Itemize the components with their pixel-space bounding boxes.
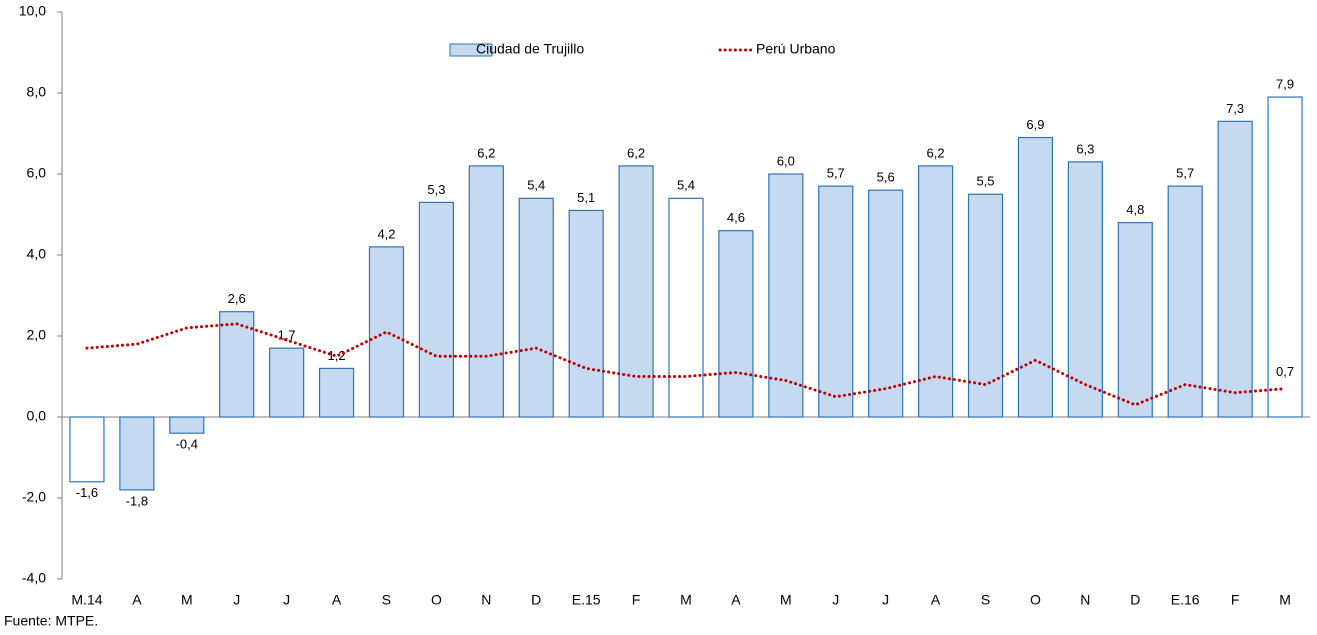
- x-tick-label: M: [1279, 592, 1291, 608]
- data-label: -1,8: [126, 493, 148, 508]
- bar: [368, 246, 405, 418]
- data-label: 5,3: [427, 182, 445, 197]
- bar: [69, 416, 105, 483]
- legend-label: Ciudad de Trujillo: [476, 41, 584, 57]
- data-label: -0,4: [176, 437, 198, 452]
- x-tick-label: A: [731, 592, 741, 608]
- x-tick-label: O: [431, 592, 442, 608]
- x-tick-label: M: [780, 592, 792, 608]
- bar: [668, 197, 704, 418]
- bar: [618, 165, 654, 418]
- bar: [418, 201, 454, 418]
- x-tick-label: A: [332, 592, 342, 608]
- data-label: 6,2: [927, 145, 945, 160]
- x-tick-label: J: [832, 592, 839, 608]
- bar: [219, 311, 255, 418]
- x-tick-label: F: [632, 592, 641, 608]
- data-label: 0,7: [1276, 364, 1294, 379]
- bar: [917, 165, 954, 418]
- bar: [1017, 136, 1054, 418]
- data-label: -1,6: [76, 485, 98, 500]
- x-tick-label: A: [931, 592, 941, 608]
- bar: [1117, 222, 1153, 418]
- bar: [269, 347, 305, 418]
- x-tick-label: N: [481, 592, 491, 608]
- x-tick-label: M: [181, 592, 193, 608]
- x-tick-label: J: [283, 592, 290, 608]
- data-label: 7,3: [1226, 101, 1244, 116]
- x-tick-label: F: [1231, 592, 1240, 608]
- data-label: 6,2: [627, 145, 645, 160]
- x-tick-label: N: [1080, 592, 1090, 608]
- y-tick-label: 2,0: [27, 327, 47, 343]
- x-tick-label: M: [680, 592, 692, 608]
- bar: [818, 185, 854, 418]
- bar: [518, 197, 554, 418]
- data-label: 5,1: [577, 190, 595, 205]
- bar: [1217, 120, 1253, 418]
- data-label: 1,2: [328, 348, 346, 363]
- bar: [1067, 161, 1103, 418]
- data-label: 4,6: [727, 210, 745, 225]
- data-label: 6,0: [777, 153, 795, 168]
- legend-label: Perú Urbano: [756, 41, 836, 57]
- bar: [1167, 185, 1203, 418]
- bar: [1267, 96, 1303, 418]
- data-label: 5,4: [527, 178, 545, 193]
- y-tick-label: 8,0: [27, 84, 47, 100]
- source-note: Fuente: MTPE.: [4, 613, 98, 629]
- data-label: 6,9: [1026, 117, 1044, 132]
- x-tick-label: J: [882, 592, 889, 608]
- bar: [568, 209, 604, 418]
- bar: [318, 367, 355, 418]
- data-label: 7,9: [1276, 76, 1294, 91]
- x-tick-label: D: [1130, 592, 1140, 608]
- data-label: 5,6: [877, 170, 895, 185]
- x-tick-label: S: [382, 592, 391, 608]
- x-tick-label: O: [1030, 592, 1041, 608]
- data-label: 4,8: [1126, 202, 1144, 217]
- x-tick-label: E.16: [1171, 592, 1200, 608]
- y-tick-label: 6,0: [27, 165, 47, 181]
- x-tick-label: D: [531, 592, 541, 608]
- bar: [119, 416, 155, 491]
- data-label: 6,3: [1076, 141, 1094, 156]
- line: [85, 322, 1287, 407]
- y-tick-label: 10,0: [19, 3, 46, 19]
- bar: [768, 173, 804, 418]
- data-label: 4,2: [377, 226, 395, 241]
- data-label: 5,4: [677, 178, 695, 193]
- data-label: 6,2: [477, 145, 495, 160]
- x-tick-label: J: [233, 592, 240, 608]
- legend-swatch: [449, 43, 493, 57]
- bar: [718, 230, 754, 418]
- bar: [169, 416, 205, 434]
- x-tick-label: S: [981, 592, 990, 608]
- x-tick-label: A: [132, 592, 142, 608]
- data-label: 5,5: [976, 174, 994, 189]
- y-tick-label: 4,0: [27, 246, 47, 262]
- data-label: 5,7: [827, 166, 845, 181]
- y-tick-label: -4,0: [22, 570, 46, 586]
- x-tick-label: E.15: [572, 592, 601, 608]
- data-label: 5,7: [1176, 166, 1194, 181]
- y-tick-label: 0,0: [27, 408, 47, 424]
- bar: [967, 193, 1004, 418]
- bar: [468, 165, 504, 418]
- x-tick-label: M.14: [71, 592, 102, 608]
- y-tick-label: -2,0: [22, 489, 46, 505]
- bar: [868, 189, 904, 418]
- data-label: 2,6: [228, 291, 246, 306]
